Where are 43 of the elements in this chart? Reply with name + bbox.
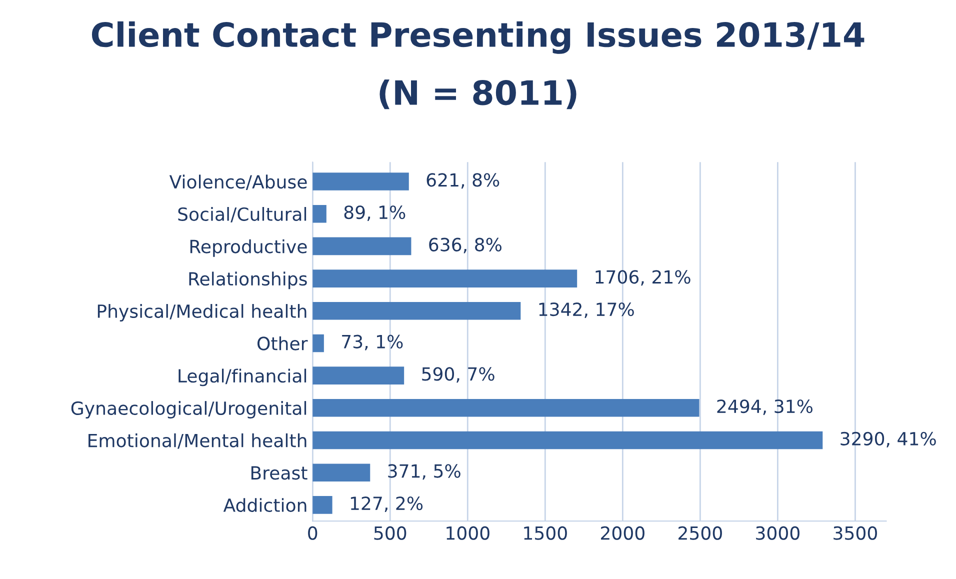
bar [312,237,412,256]
y-tick-label: Social/Cultural [178,207,306,222]
bar [312,172,409,190]
data-label: 371, 5% [388,464,460,480]
y-tick-label: Violence/Abuse [169,174,307,190]
data-label: 2494, 31% [717,399,812,415]
y-tick-label: Addiction [223,498,306,512]
bar [312,302,521,320]
x-tick-label: 3500 [834,526,877,540]
x-tick-label: 1500 [524,526,567,540]
y-tick-label: Other [257,336,308,350]
chart-subtitle: (N = 8011) [380,79,576,110]
bar [312,334,324,352]
data-label: 89, 1% [344,205,406,221]
bar [312,431,823,450]
data-label: 636, 8% [429,238,502,254]
data-label: 590, 7% [422,367,494,383]
bar [312,366,404,384]
y-tick-label: Physical/Medical health [98,304,306,322]
x-tick-label: 0 [308,526,318,540]
x-tick-label: 2000 [601,526,644,540]
chart-title: Client Contact Presenting Issues 2013/14 [92,21,864,54]
y-tick-label: Emotional/Mental health [88,433,306,449]
data-label: 73, 1% [342,334,403,350]
data-label: 3290, 41% [840,432,936,448]
x-tick-label: 2500 [678,526,722,540]
bar [312,270,578,288]
x-tick-label: 500 [374,526,406,540]
y-tick-label: Relationships [189,272,307,290]
data-label: 127, 2% [350,496,423,512]
data-label: 621, 8% [426,173,500,189]
x-tick-label: 1000 [446,526,490,540]
data-label: 1342, 17% [539,302,634,318]
y-tick-label: Breast [251,466,308,480]
y-tick-label: Gynaecological/Urogenital [71,401,306,419]
bar [312,399,700,417]
data-label: 1706, 21% [596,270,690,286]
y-tick-label: Reproductive [190,239,307,257]
bar [312,496,332,514]
bar [312,204,326,223]
x-tick-label: 3000 [756,526,800,540]
y-tick-label: Legal/financial [178,368,306,386]
bar [312,464,370,482]
